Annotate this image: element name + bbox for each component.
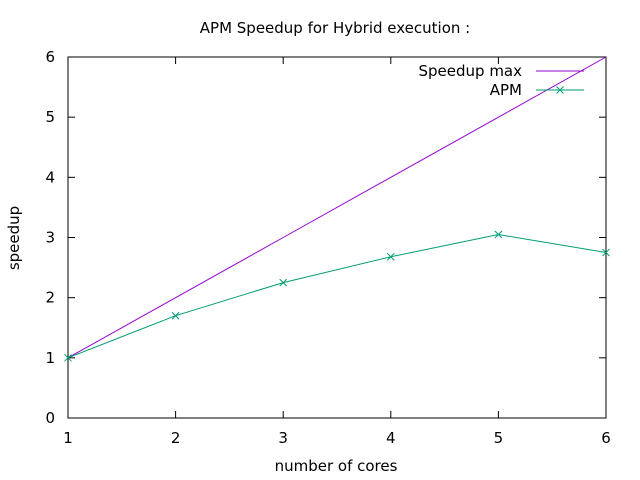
y-tick-label: 5 <box>45 108 55 126</box>
y-tick-label: 3 <box>45 229 55 247</box>
x-tick-label: 5 <box>494 429 504 447</box>
data-point-apm <box>602 248 610 257</box>
x-tick-label: 1 <box>63 429 73 447</box>
series-line-apm <box>67 233 607 359</box>
series-group <box>64 56 610 362</box>
legend-label-apm: APM <box>490 81 522 99</box>
legend-marker-apm <box>556 86 564 94</box>
x-axis-label: number of cores <box>275 457 398 475</box>
data-point-apm <box>279 278 288 287</box>
data-point-apm <box>386 252 395 261</box>
legend-label-speedup-max: Speedup max <box>419 62 523 80</box>
y-tick-label: 1 <box>45 349 55 367</box>
plot-area-border <box>67 56 607 419</box>
data-point-apm <box>64 353 72 362</box>
chart-title: APM Speedup for Hybrid execution : <box>200 19 470 37</box>
data-point-apm <box>171 311 180 320</box>
y-tick-label: 2 <box>45 289 55 307</box>
y-axis-label: speedup <box>5 206 23 270</box>
x-tick-label: 4 <box>386 429 396 447</box>
x-tick-label: 2 <box>171 429 181 447</box>
series-line-speedup-max <box>67 56 607 359</box>
y-tick-label: 0 <box>45 409 55 427</box>
x-tick-label: 3 <box>278 429 288 447</box>
y-tick-label: 4 <box>45 168 55 186</box>
data-point-apm <box>494 230 503 239</box>
x-tick-label: 6 <box>601 429 611 447</box>
y-tick-label: 6 <box>45 48 55 66</box>
